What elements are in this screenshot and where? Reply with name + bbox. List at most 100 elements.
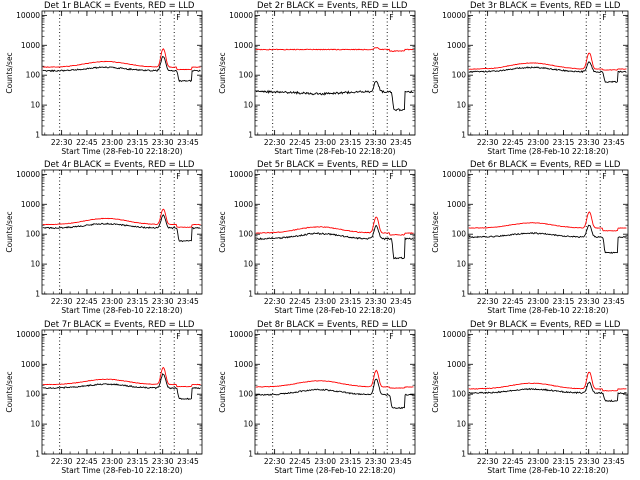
y-tick-label: 10 [243, 101, 253, 110]
x-tick-label: 23:15 [340, 297, 362, 306]
x-tick-label: 22:45 [76, 457, 98, 466]
x-tick-label: 23:30 [152, 457, 174, 466]
y-axis-label: Counts/sec [218, 52, 227, 93]
x-tick-label: 23:00 [314, 297, 336, 306]
y-tick-label: 10000 [16, 330, 40, 339]
x-axis-label: Start Time (28-Feb-10 22:18:20) [61, 147, 182, 156]
x-tick-label: 23:15 [127, 457, 149, 466]
y-axis-label: Counts/sec [5, 52, 14, 93]
x-tick-label: 22:30 [477, 457, 499, 466]
x-tick-label: 23:00 [527, 138, 549, 147]
y-tick-label: 10000 [16, 170, 40, 179]
plot-frame [254, 329, 416, 455]
x-tick-label: 22:30 [264, 297, 286, 306]
series-lld-line [255, 46, 414, 52]
y-tick-label: 10000 [16, 11, 40, 20]
x-axis-label: Start Time (28-Feb-10 22:18:20) [487, 466, 608, 475]
x-tick-label: 23:15 [553, 457, 575, 466]
x-axis-label: Start Time (28-Feb-10 22:18:20) [487, 306, 608, 315]
x-tick-label: 23:15 [340, 457, 362, 466]
x-tick-label: 22:45 [76, 297, 98, 306]
series-events-line [42, 214, 201, 243]
x-tick-label: 23:15 [127, 297, 149, 306]
series-events-line [468, 224, 627, 254]
y-tick-label: 10 [30, 260, 40, 269]
x-tick-label: 23:15 [127, 138, 149, 147]
x-tick-label: 23:00 [101, 457, 123, 466]
y-tick-label: 1000 [21, 200, 40, 209]
panel-det-7: Det 7r BLACK = Events, RED = LLD 1 10 100 10… [5, 320, 203, 475]
x-axis-label: Start Time (28-Feb-10 22:18:20) [274, 466, 395, 475]
plot-frame [467, 169, 629, 295]
x-tick-label: 22:30 [477, 297, 499, 306]
y-tick-label: 100 [452, 230, 467, 239]
y-tick-label: 10000 [442, 330, 466, 339]
plot-frame [467, 329, 629, 455]
x-tick-label: 23:30 [152, 138, 174, 147]
x-tick-label: 23:45 [390, 457, 412, 466]
y-tick-label: 1000 [234, 200, 253, 209]
x-tick-label: 23:30 [365, 138, 387, 147]
series-lld-line [255, 369, 414, 389]
y-tick-label: 10 [456, 420, 466, 429]
series-lld-line [42, 366, 201, 388]
y-tick-label: 1000 [234, 41, 253, 50]
y-tick-label: 100 [239, 71, 254, 80]
y-tick-label: 1000 [234, 360, 253, 369]
y-tick-label: 10000 [229, 11, 253, 20]
marker-annotation: F [176, 13, 180, 22]
x-tick-label: 22:45 [289, 297, 311, 306]
y-tick-label: 1 [248, 131, 253, 140]
y-tick-label: 10 [30, 101, 40, 110]
marker-annotation: F [602, 172, 606, 181]
series-events-line [42, 56, 201, 83]
y-axis-label: Counts/sec [431, 211, 440, 252]
x-tick-label: 23:45 [603, 297, 625, 306]
y-tick-label: 10 [30, 420, 40, 429]
x-tick-label: 22:30 [51, 297, 73, 306]
x-axis-label: Start Time (28-Feb-10 22:18:20) [487, 147, 608, 156]
plot-frame [254, 10, 416, 136]
y-tick-label: 1000 [21, 360, 40, 369]
x-tick-label: 22:30 [264, 457, 286, 466]
marker-annotation: F [389, 332, 393, 341]
x-tick-label: 23:45 [390, 138, 412, 147]
panel-title: Det 2r BLACK = Events, RED = LLD [257, 1, 408, 11]
y-axis-label: Counts/sec [431, 52, 440, 93]
y-axis-label: Counts/sec [431, 371, 440, 412]
y-tick-label: 100 [452, 390, 467, 399]
y-tick-label: 1000 [447, 41, 466, 50]
panel-title: Det 7r BLACK = Events, RED = LLD [44, 320, 195, 330]
y-tick-label: 10000 [442, 11, 466, 20]
series-lld-line [42, 208, 201, 228]
plot-frame [41, 169, 203, 295]
panel-title: Det 9r BLACK = Events, RED = LLD [470, 320, 621, 330]
series-events-line [42, 373, 201, 401]
x-tick-label: 23:00 [314, 138, 336, 147]
panel-title: Det 5r BLACK = Events, RED = LLD [257, 160, 408, 170]
x-tick-label: 22:45 [289, 138, 311, 147]
marker-annotation: F [389, 172, 393, 181]
y-tick-label: 10 [456, 260, 466, 269]
y-tick-label: 10000 [229, 170, 253, 179]
series-events-line [255, 80, 414, 112]
y-tick-label: 10000 [442, 170, 466, 179]
series-lld-line [42, 48, 201, 71]
marker-annotation: F [389, 13, 393, 22]
panel-det-2: Det 2r BLACK = Events, RED = LLD 1 10 100 10… [218, 1, 416, 156]
series-lld-line [468, 371, 627, 392]
panel-det-1: Det 1r BLACK = Events, RED = LLD 1 10 100 10… [5, 1, 203, 156]
plot-frame [254, 169, 416, 295]
x-tick-label: 23:15 [340, 138, 362, 147]
x-tick-label: 23:30 [578, 457, 600, 466]
x-tick-label: 23:45 [603, 457, 625, 466]
x-tick-label: 23:45 [177, 138, 199, 147]
panel-det-5: Det 5r BLACK = Events, RED = LLD 1 10 100 10… [218, 160, 416, 315]
marker-annotation: F [602, 332, 606, 341]
x-tick-label: 23:45 [390, 297, 412, 306]
panel-title: Det 3r BLACK = Events, RED = LLD [470, 1, 621, 11]
x-tick-label: 23:45 [177, 297, 199, 306]
x-tick-label: 23:45 [603, 138, 625, 147]
y-tick-label: 100 [239, 230, 254, 239]
y-tick-label: 100 [26, 390, 41, 399]
